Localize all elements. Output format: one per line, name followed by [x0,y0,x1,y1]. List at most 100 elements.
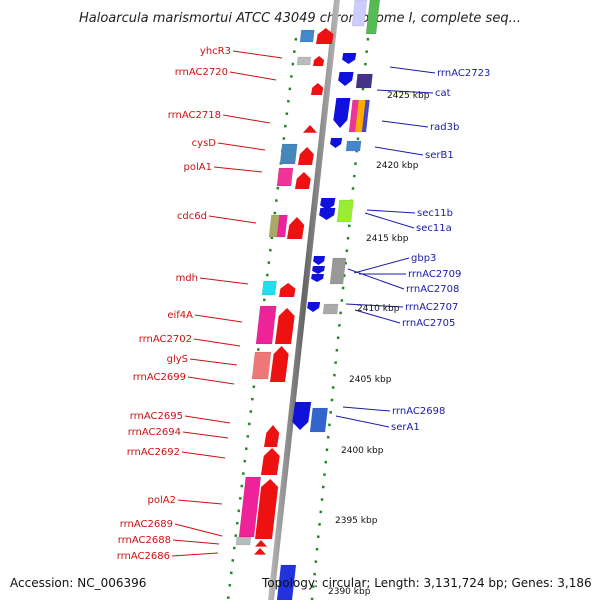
gene-label-yhcr3[interactable]: yhcR3 [200,46,231,57]
gene-label-gbp3[interactable]: gbp3 [411,253,436,264]
gene-label-rrnac2692[interactable]: rrnAC2692 [127,447,180,458]
gene-top-lilac[interactable] [351,0,368,27]
gene-label-rrnac2694[interactable]: rrnAC2694 [128,427,181,438]
gene-rev-11[interactable] [292,402,312,430]
gene-block-gray-4[interactable] [322,303,339,315]
gene-label-glys[interactable]: glyS [167,354,188,365]
genome-summary-text: Topology: circular; Length: 3,131,724 bp… [262,576,592,590]
right-labels: rrnAC2723 cat rad3b serB1 sec11b sec11a … [391,68,490,433]
gene-label-rrnac2686[interactable]: rrnAC2686 [117,551,170,562]
gene-label-cdc6d[interactable]: cdc6d [177,211,207,222]
gene-label-mdh[interactable]: mdh [176,273,198,284]
gene-arrow-8[interactable] [279,283,296,297]
gene-rev-3[interactable] [333,98,351,128]
gene-rev-10[interactable] [307,302,321,312]
kbp-tick-2420: 2420 kbp [376,161,419,171]
leader-left-5 [208,215,257,224]
gene-features [235,0,381,600]
gene-block-blue-4[interactable] [309,407,328,433]
gene-block-blue-5[interactable] [276,564,297,600]
gene-label-pola1[interactable]: polA1 [184,162,212,173]
gene-label-rad3b[interactable]: rad3b [430,122,459,133]
leader-left-16 [172,539,220,545]
leader-left-3 [217,142,266,151]
gene-block-pink-2[interactable] [276,214,288,238]
gene-arrow-5[interactable] [298,147,314,165]
gene-rev-8[interactable] [312,266,325,274]
gene-block-pink-1[interactable] [276,167,294,187]
gene-arrow-1[interactable] [316,28,334,44]
gene-top-green[interactable] [365,0,381,35]
gene-label-rrnac2707[interactable]: rrnAC2707 [405,302,458,313]
kbp-tick-2425: 2425 kbp [387,91,430,101]
gene-arrow-14[interactable] [255,540,267,547]
gene-label-sera1[interactable]: serA1 [391,422,420,433]
gene-label-eif4a[interactable]: eif4A [167,310,193,321]
gene-block-pink-3[interactable] [255,305,277,345]
gene-rev-1[interactable] [342,53,357,64]
gene-label-rrnac2705[interactable]: rrnAC2705 [402,318,455,329]
gene-label-sec11a[interactable]: sec11a [416,223,452,234]
gene-arrow-4[interactable] [303,125,317,133]
gene-rev-6[interactable] [319,208,336,220]
gene-rev-2[interactable] [338,72,354,86]
leader-left-11 [184,415,231,424]
gene-block-salmon[interactable] [251,351,272,380]
gene-block-blue-1[interactable] [299,29,315,43]
gene-rev-9[interactable] [311,274,324,282]
leader-right-12 [335,415,390,428]
gene-arrow-11[interactable] [264,425,280,447]
gene-block-cyan[interactable] [261,280,277,296]
gene-label-cat[interactable]: cat [435,88,451,99]
gene-arrow-3[interactable] [311,83,324,95]
gene-arrow-9[interactable] [275,308,295,344]
gene-label-rrnac2689[interactable]: rrnAC2689 [120,519,173,530]
gene-arrow-2[interactable] [313,56,325,66]
gene-arrow-13[interactable] [255,479,279,539]
leader-right-2 [381,120,429,128]
leader-left-6 [199,277,249,285]
gene-block-navy[interactable] [361,99,370,133]
gene-arrow-12[interactable] [261,448,280,475]
gene-label-rrnac2699[interactable]: rrnAC2699 [133,372,186,383]
leader-left-2 [222,114,271,124]
leader-right-3 [374,146,424,156]
gene-label-rrnac2709[interactable]: rrnAC2709 [408,269,461,280]
kbp-ticks: 2425 kbp 2420 kbp 2415 kbp 2410 kbp 2405… [328,91,430,597]
gene-label-cysd[interactable]: cysD [192,138,217,149]
gene-block-gray-2[interactable] [235,536,252,546]
gene-label-serb1[interactable]: serB1 [425,150,454,161]
gene-block-gray-1[interactable] [296,56,312,66]
gene-block-gray-3[interactable] [329,257,347,285]
genome-backbone [268,0,340,600]
gene-block-blue-2[interactable] [279,143,298,165]
leader-left-12 [182,431,229,439]
gene-label-sec11b[interactable]: sec11b [417,208,453,219]
gene-label-rrnac2720[interactable]: rrnAC2720 [175,67,228,78]
gene-label-rrnac2718[interactable]: rrnAC2718 [168,110,221,121]
leader-right-8 [347,268,405,290]
gene-arrow-15[interactable] [254,548,266,555]
gene-label-pola2[interactable]: polA2 [148,495,176,506]
gene-arrow-10[interactable] [270,346,289,382]
gene-arrow-6[interactable] [295,172,311,189]
gene-label-rrnac2702[interactable]: rrnAC2702 [139,334,192,345]
gene-rev-5[interactable] [320,198,336,210]
gene-block-pink-4[interactable] [238,476,262,538]
gene-label-rrnac2708[interactable]: rrnAC2708 [406,284,459,295]
leader-left-14 [177,499,223,505]
gene-label-rrnac2688[interactable]: rrnAC2688 [118,535,171,546]
gene-block-blue-3[interactable] [345,140,362,152]
gene-block-lime[interactable] [336,199,354,223]
gene-block-indigo[interactable] [355,73,373,89]
kbp-tick-2390: 2390 kbp [328,587,371,597]
gene-label-rrnac2695[interactable]: rrnAC2695 [130,411,183,422]
leader-left-4 [213,166,263,173]
gene-rev-4[interactable] [330,138,343,148]
leader-left-1 [229,71,277,81]
gene-rev-7[interactable] [313,256,326,265]
gene-label-rrnac2698[interactable]: rrnAC2698 [392,406,445,417]
gene-arrow-7[interactable] [287,217,305,239]
gene-label-rrnac2723[interactable]: rrnAC2723 [437,68,490,79]
